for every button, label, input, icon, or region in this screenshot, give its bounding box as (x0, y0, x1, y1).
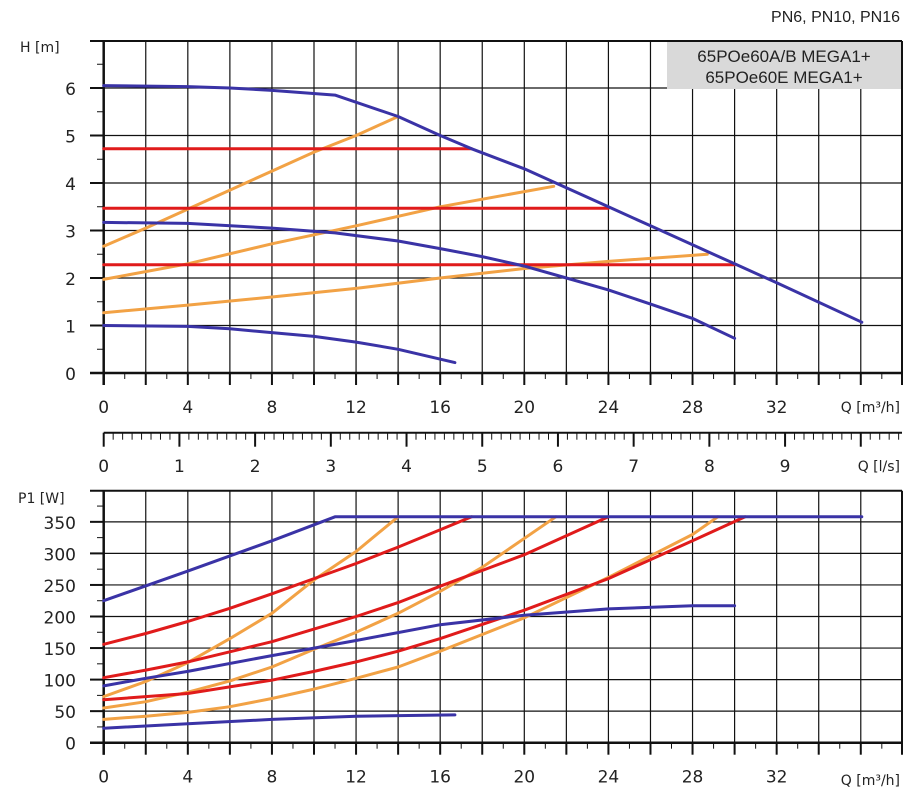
ls-tick-label: 4 (401, 457, 412, 477)
power-chart: 0 50 100 150 200 250 300 350 0 4 8 12 16 20 24 28 32 (44, 489, 903, 788)
head-y-axis-label: H [m] (20, 40, 60, 56)
ls-tick-label: 1 (174, 457, 185, 477)
y-tick-label: 300 (44, 545, 76, 565)
y-tick-label: 250 (44, 577, 76, 597)
ls-tick-label: 6 (553, 457, 564, 477)
x-tick-label: 24 (598, 398, 620, 418)
legend-line-2: 65POe60E MEGA1+ (705, 68, 862, 87)
x-tick-label: 16 (429, 768, 451, 788)
head-x-axis-label: Q [m³/h] (841, 400, 900, 416)
ls-tick-label: 8 (704, 457, 715, 477)
x-tick-label: 16 (429, 398, 451, 418)
y-tick-label: 0 (65, 735, 76, 755)
series-line-cp-mid (102, 515, 610, 680)
ls-tick-label: 0 (98, 457, 109, 477)
y-tick-label: 1 (65, 318, 76, 338)
series-line-mid (102, 220, 737, 340)
x-tick-label: 32 (766, 768, 788, 788)
series-line-max (102, 84, 864, 324)
ls-tick-label: 3 (325, 457, 336, 477)
x-tick-label: 4 (182, 768, 193, 788)
y-tick-label: 4 (65, 175, 76, 195)
power-x-axis-label: Q [m³/h] (841, 773, 900, 789)
y-tick-label: 350 (44, 514, 76, 534)
y-tick-label: 0 (65, 365, 76, 385)
series-line-pp-high (102, 115, 400, 248)
ls-tick-label: 2 (250, 457, 261, 477)
x-tick-label: 0 (98, 768, 109, 788)
pressure-classes-label: PN6, PN10, PN16 (771, 9, 900, 26)
series-line-min (102, 713, 457, 730)
series-line-pp-low (102, 252, 709, 315)
series-line-cp-low (102, 515, 747, 702)
y-tick-label: 50 (54, 703, 76, 723)
series-line-pp-mid (102, 184, 556, 281)
y-tick-label: 200 (44, 609, 76, 629)
x-tick-label: 4 (182, 398, 193, 418)
x-tick-label: 28 (682, 768, 704, 788)
flow-ls-axis: 0 1 2 3 4 5 6 7 8 9 (98, 431, 902, 477)
ls-axis-label: Q [l/s] (858, 459, 900, 475)
x-tick-label: 0 (98, 398, 109, 418)
ls-tick-label: 9 (780, 457, 791, 477)
series-line-mid (102, 604, 737, 688)
x-tick-label: 20 (513, 398, 535, 418)
y-tick-label: 6 (65, 80, 76, 100)
x-tick-label: 8 (267, 768, 278, 788)
y-tick-label: 5 (65, 128, 76, 148)
series-line-max (102, 515, 864, 603)
ls-tick-label: 5 (477, 457, 488, 477)
series-line-min (102, 324, 457, 365)
y-tick-label: 100 (44, 672, 76, 692)
x-tick-label: 8 (267, 398, 278, 418)
x-tick-label: 32 (766, 398, 788, 418)
power-y-axis-label: P1 [W] (18, 491, 65, 507)
x-tick-label: 20 (513, 768, 535, 788)
legend-line-1: 65POe60A/B MEGA1+ (697, 47, 870, 66)
y-tick-label: 150 (44, 640, 76, 660)
x-tick-label: 12 (345, 398, 367, 418)
series-line-cp-high (102, 515, 474, 646)
y-tick-label: 2 (65, 270, 76, 290)
y-tick-label: 3 (65, 223, 76, 243)
x-tick-label: 12 (345, 768, 367, 788)
legend-box (667, 42, 901, 89)
ls-tick-label: 7 (628, 457, 639, 477)
x-tick-label: 28 (682, 398, 704, 418)
x-tick-label: 24 (598, 768, 620, 788)
